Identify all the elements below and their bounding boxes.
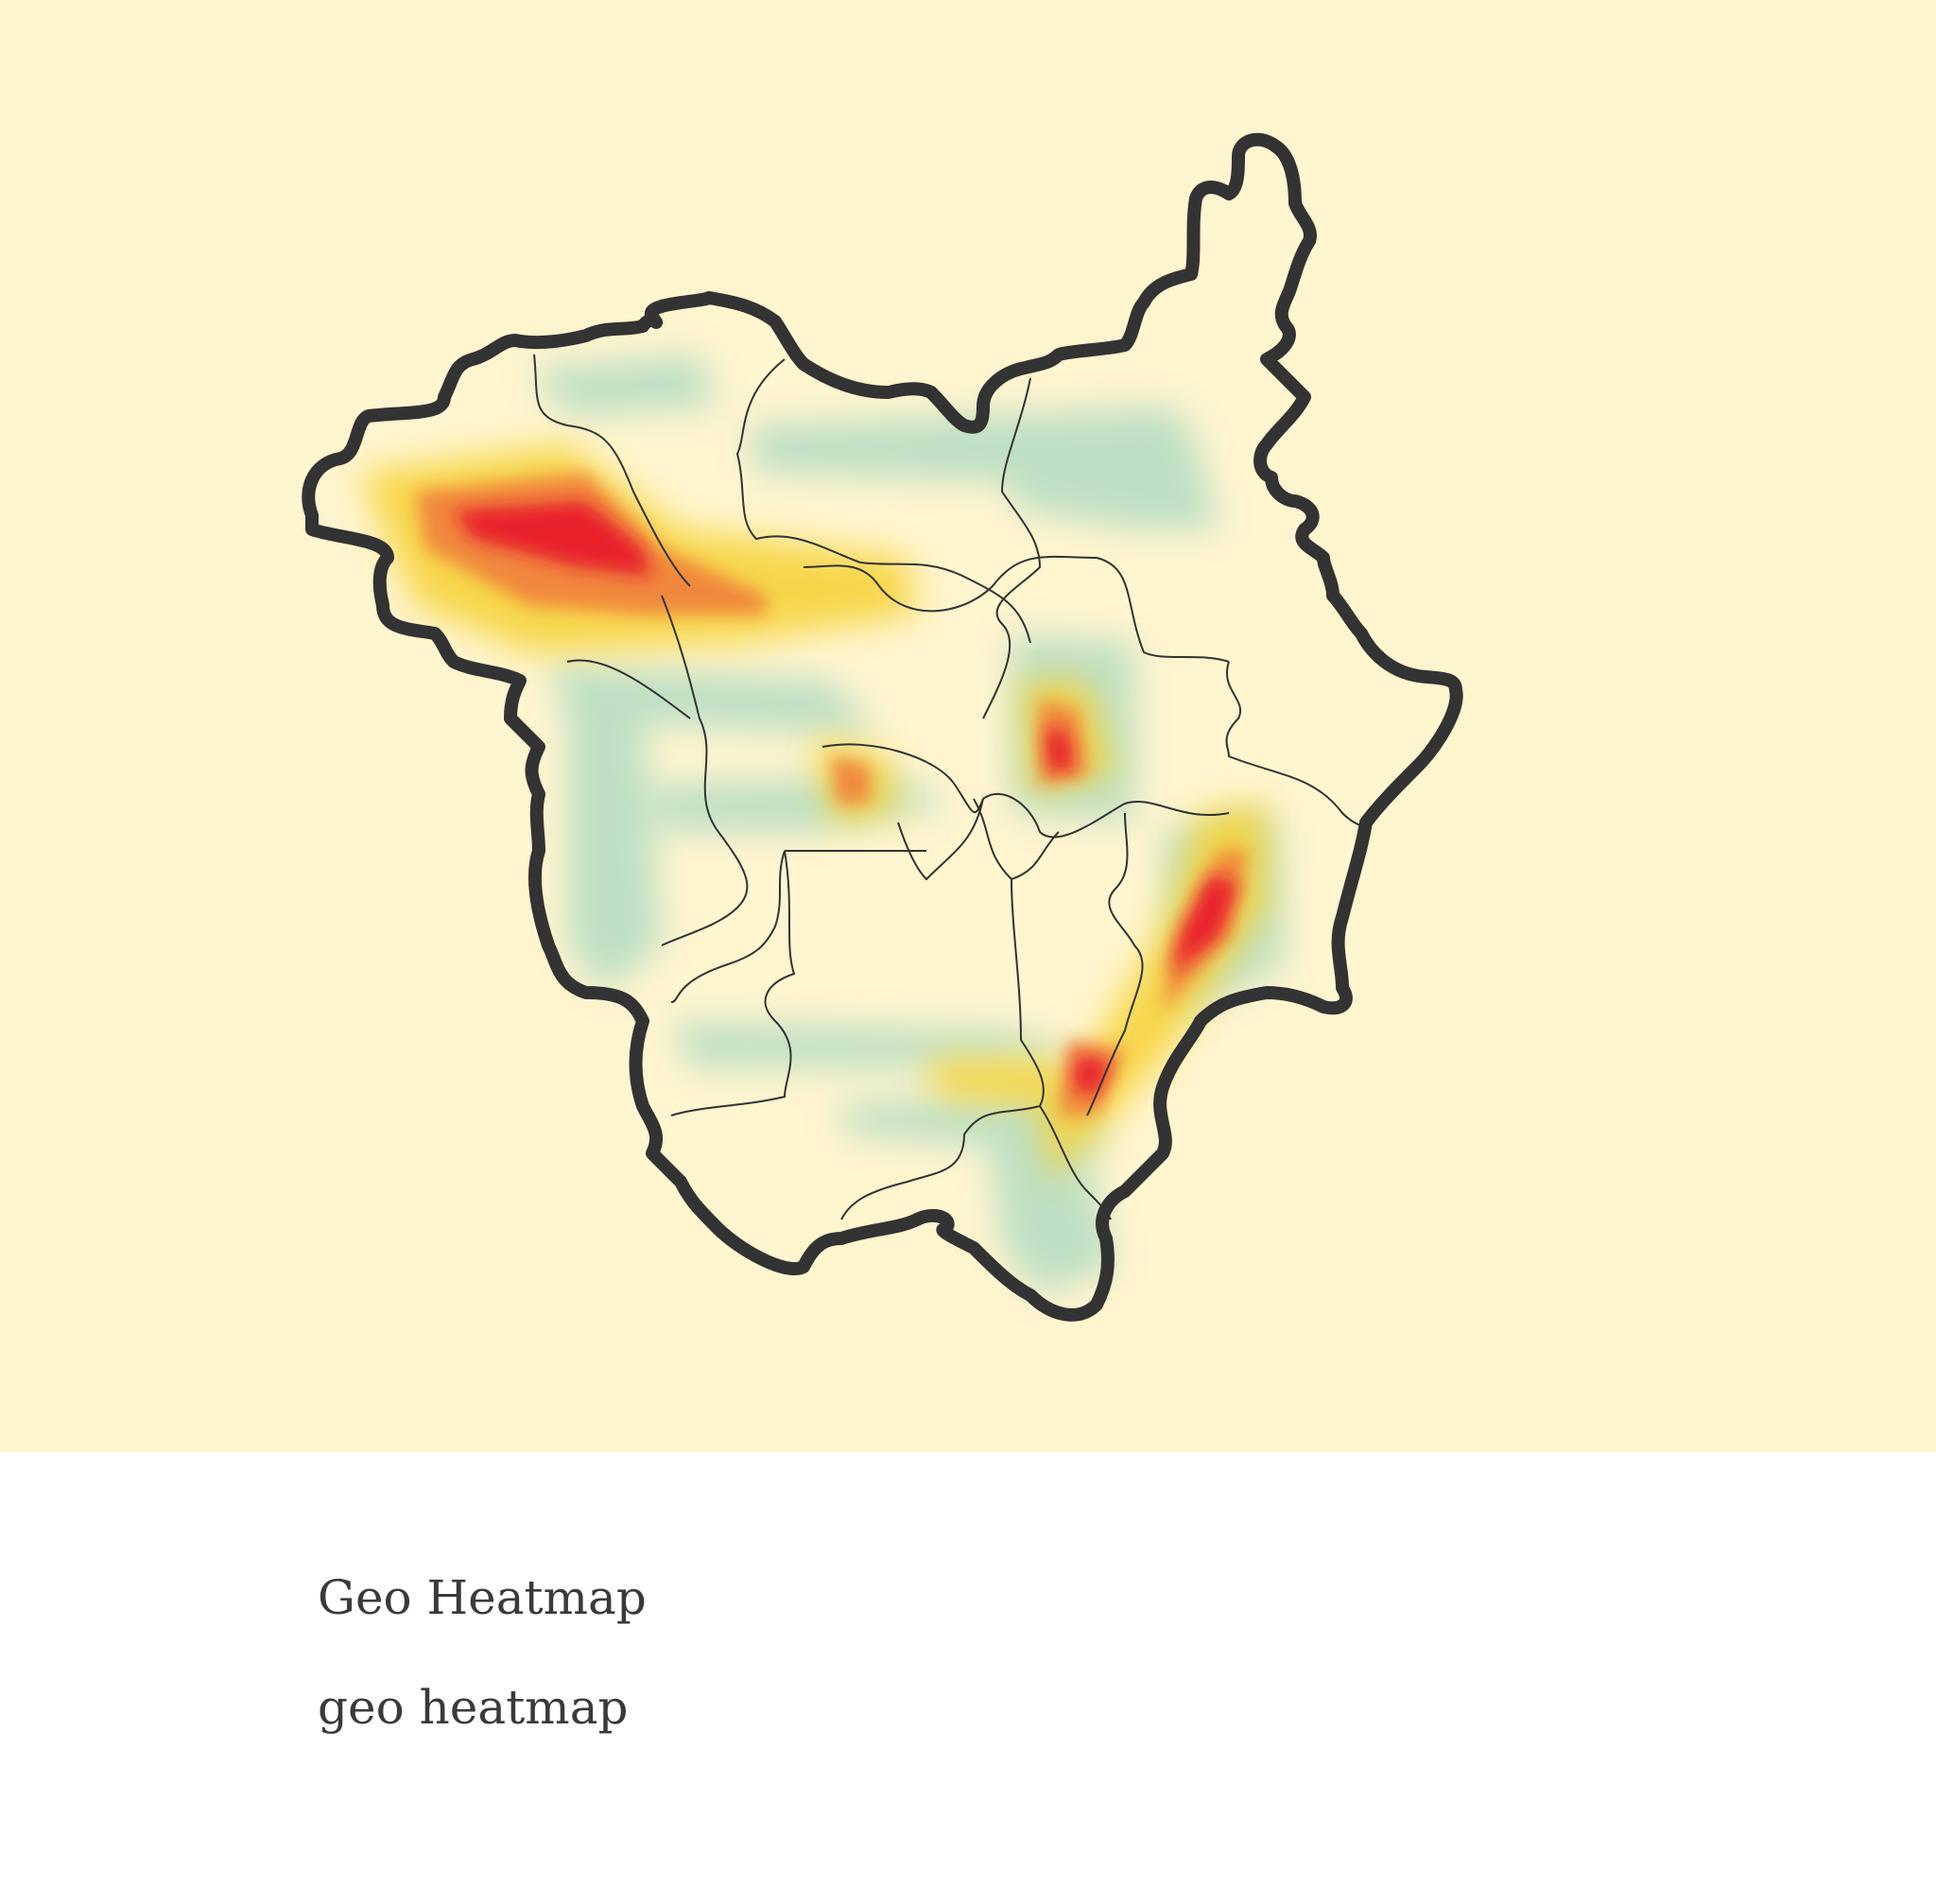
region-boundaries — [533, 354, 1372, 1220]
country-outline — [302, 132, 1463, 1322]
heatmap-map — [302, 132, 1463, 1322]
caption-subtitle: geo heatmap — [318, 1680, 629, 1735]
map-panel — [0, 0, 1936, 1452]
heat-layer-low — [529, 355, 1286, 1295]
caption-title: Geo Heatmap — [318, 1570, 647, 1625]
caption-block: Geo Heatmap geo heatmap — [318, 1569, 1830, 1736]
heat-layer-peak — [454, 501, 1238, 1097]
